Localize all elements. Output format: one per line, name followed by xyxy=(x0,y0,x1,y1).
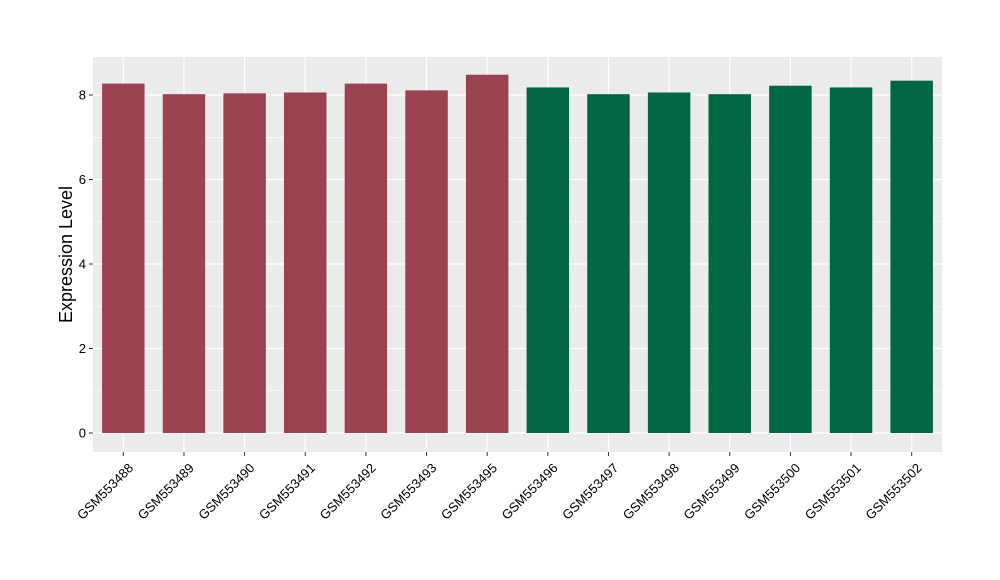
y-tick-label: 6 xyxy=(79,172,86,187)
bar-GSM553490 xyxy=(223,93,266,433)
x-tick-label: GSM553493 xyxy=(377,460,439,522)
bars xyxy=(102,74,933,433)
y-axis: 0 2 4 6 8 xyxy=(79,88,93,440)
y-tick-label: 8 xyxy=(79,88,86,103)
y-tick-label: 4 xyxy=(79,257,86,272)
x-tick-label: GSM553491 xyxy=(256,460,318,522)
bar-GSM553502 xyxy=(890,80,933,433)
x-tick-label: GSM553497 xyxy=(559,460,621,522)
bar-GSM553500 xyxy=(769,85,812,433)
x-tick-label: GSM553499 xyxy=(680,460,742,522)
x-tick-label: GSM553502 xyxy=(862,460,924,522)
y-tick-label: 2 xyxy=(79,341,86,356)
bar-GSM553491 xyxy=(284,92,327,433)
x-tick-label: GSM553492 xyxy=(317,460,379,522)
bar-GSM553496 xyxy=(526,87,570,433)
x-tick-label: GSM553495 xyxy=(438,460,500,522)
x-tick-label: GSM553501 xyxy=(802,460,864,522)
x-tick-label: GSM553488 xyxy=(74,460,136,522)
x-tick-label: GSM553490 xyxy=(195,460,257,522)
bar-GSM553495 xyxy=(465,74,509,433)
bar-GSM553488 xyxy=(102,83,145,433)
x-tick-label: GSM553489 xyxy=(135,460,197,522)
bar-GSM553497 xyxy=(587,94,630,433)
y-tick-label: 0 xyxy=(79,425,86,440)
bar-GSM553492 xyxy=(344,83,388,433)
bar-GSM553489 xyxy=(162,94,206,433)
bar-GSM553498 xyxy=(647,92,691,433)
x-tick-label: GSM553500 xyxy=(741,460,803,522)
x-tick-label: GSM553498 xyxy=(620,460,682,522)
x-axis: GSM553488GSM553489GSM553490GSM553491GSM5… xyxy=(74,452,925,523)
bar-GSM553499 xyxy=(708,94,751,433)
bar-GSM553493 xyxy=(405,90,448,433)
bar-GSM553501 xyxy=(829,87,873,433)
y-axis-label: Expression Level xyxy=(56,186,76,323)
x-tick-label: GSM553496 xyxy=(499,460,561,522)
plot-panel xyxy=(93,57,942,452)
